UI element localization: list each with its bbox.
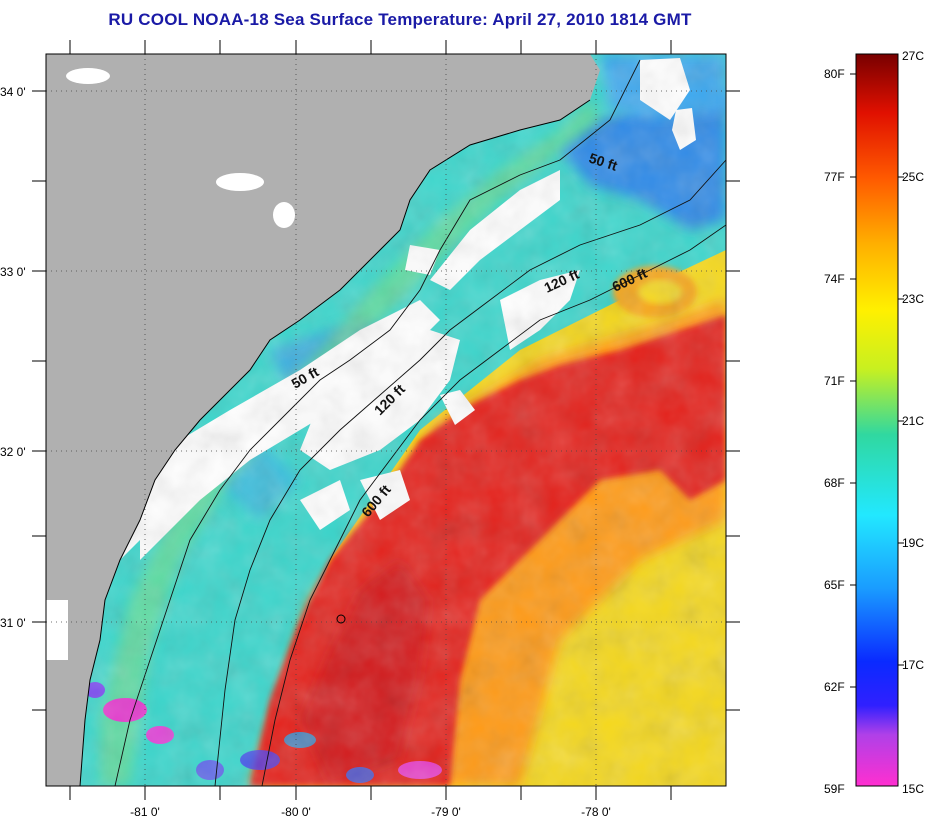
lon-tick-label: -78 0' (581, 805, 611, 817)
colorbar-c-label: 23C (902, 292, 924, 306)
graticule (46, 54, 726, 786)
colorbar-f-label: 71F (824, 374, 845, 388)
map-frame (45, 53, 727, 787)
colorbar-c-label: 17C (902, 658, 924, 672)
colorbar: 80F 77F 74F 71F 68F 65F 62F 59F 27C 25C … (824, 49, 924, 796)
colorbar-gradient (855, 53, 899, 787)
colorbar-f-label: 74F (824, 272, 845, 286)
colorbar-f-label: 80F (824, 67, 845, 81)
colorbar-f-label: 62F (824, 680, 845, 694)
map-panel: 50 ft 50 ft 120 ft 120 ft 600 ft 600 ft (46, 54, 726, 786)
axis-ticks (32, 40, 740, 800)
colorbar-c-label: 21C (902, 414, 924, 428)
lat-tick-label: 32 0' (0, 445, 26, 459)
lat-tick-label: 33 0' (0, 265, 26, 279)
land-mass (46, 54, 600, 786)
isobath-50ft (114, 59, 641, 786)
lat-tick-label: 31 0' (0, 616, 26, 630)
colorbar-c-label: 25C (902, 170, 924, 184)
colorbar-f-label: 65F (824, 578, 845, 592)
colorbar-f-label: 68F (824, 476, 845, 490)
station-marker (336, 614, 346, 624)
colorbar-c-label: 19C (902, 536, 924, 550)
colorbar-c-label: 15C (902, 782, 924, 796)
isobath-600ft (261, 224, 726, 786)
lat-tick-label: 34 0' (0, 85, 26, 99)
lon-tick-label: -81 0' (130, 805, 160, 817)
lon-tick-label: -80 0' (281, 805, 311, 817)
coastline (79, 99, 591, 786)
colorbar-c-label: 27C (902, 49, 924, 63)
isobath-120ft (214, 159, 726, 786)
map-title: RU COOL NOAA-18 Sea Surface Temperature:… (108, 10, 692, 29)
colorbar-f-label: 77F (824, 170, 845, 184)
lon-tick-label: -79 0' (431, 805, 461, 817)
colorbar-f-label: 59F (824, 782, 845, 796)
